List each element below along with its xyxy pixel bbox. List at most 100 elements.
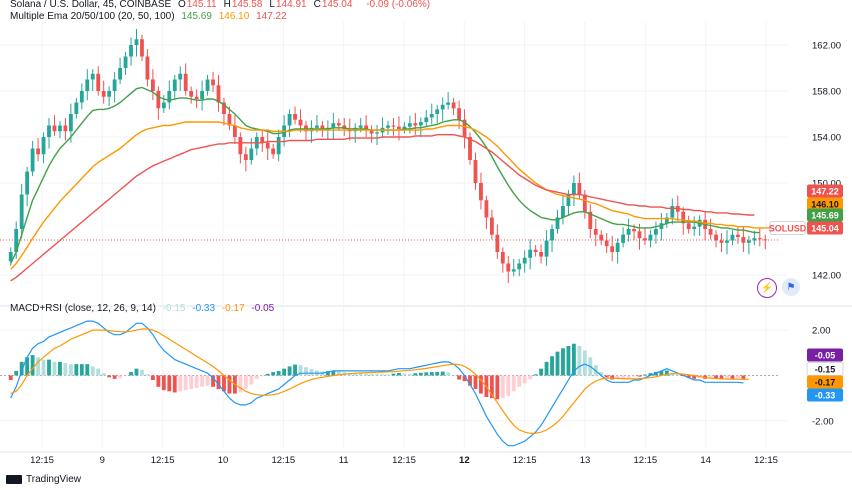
flag-icon[interactable]: ⚑ xyxy=(782,278,800,296)
candle-body xyxy=(708,229,713,235)
macd-histogram-bar xyxy=(380,374,385,376)
macd-histogram-bar xyxy=(473,375,478,390)
candle-body xyxy=(752,238,757,241)
tradingview-logo[interactable]: TradingView xyxy=(6,474,81,485)
candle-body xyxy=(134,39,139,45)
time-axis: 12:15 9 12:15 10 12:15 11 12:15 12 12:15 13 12:15 1… xyxy=(30,455,778,466)
macd-histogram-bar xyxy=(36,357,40,376)
candle-body xyxy=(413,123,418,126)
time-tick-label: 10 xyxy=(218,455,229,466)
macd-histogram-bar xyxy=(528,375,533,379)
tradingview-mark-icon xyxy=(6,475,22,484)
macd-histogram-bar xyxy=(222,375,226,392)
candle-body xyxy=(150,79,155,91)
candle-body xyxy=(391,125,396,127)
candle-body xyxy=(615,242,620,252)
candle-body xyxy=(8,252,13,262)
macd-histogram-bar xyxy=(561,348,565,376)
candle-body xyxy=(200,91,205,100)
macd-histogram-bar xyxy=(58,361,62,376)
macd-histogram-bar xyxy=(325,371,330,376)
candle-body xyxy=(52,125,57,132)
macd-histogram-bar xyxy=(238,375,243,393)
candle-body xyxy=(101,91,106,97)
value-tag-bg xyxy=(807,375,843,389)
candle-body xyxy=(178,73,183,80)
macd-line xyxy=(10,320,744,447)
macd-histogram-bar xyxy=(664,370,669,376)
ema50-value: 146.10 xyxy=(218,11,250,22)
candle-body xyxy=(172,79,177,91)
macd-histogram-bar xyxy=(298,365,303,376)
time-tick-label: 9 xyxy=(100,455,105,466)
macd-histogram-bar xyxy=(659,370,664,376)
candle-body xyxy=(654,229,658,235)
candle-body xyxy=(402,126,407,129)
candle-body xyxy=(725,240,729,243)
value-tag-bg xyxy=(807,184,843,198)
candle-body xyxy=(397,126,401,129)
candle-body xyxy=(271,148,276,155)
macd-signal-value: -0.17 xyxy=(221,303,245,314)
candle-body xyxy=(140,39,144,57)
candle-body xyxy=(156,91,161,109)
candle-body xyxy=(189,91,194,97)
macd-histogram-bar xyxy=(47,359,51,376)
macd-histogram-bar xyxy=(741,375,746,379)
macd-histogram-bar xyxy=(265,373,270,376)
candle-body xyxy=(577,183,582,195)
candle-body xyxy=(41,137,46,155)
candle-body xyxy=(741,237,746,243)
macd-histogram-bar xyxy=(675,374,680,376)
candle-body xyxy=(484,200,489,218)
candle-body xyxy=(167,91,172,103)
candle-body xyxy=(118,68,122,80)
candle-body xyxy=(47,125,51,137)
macd-histogram-bar xyxy=(293,364,297,376)
macd-histogram-bar xyxy=(511,375,516,392)
alert-icon[interactable]: ⚡ xyxy=(757,278,777,298)
candle-body xyxy=(407,123,412,127)
value-tag-bg xyxy=(807,221,843,235)
price-tick-label: 162.00 xyxy=(812,41,841,52)
time-tick-label: 12:15 xyxy=(30,455,54,466)
candle-body xyxy=(36,148,40,155)
macd-histogram-bar xyxy=(451,375,456,377)
macd-histogram-bar xyxy=(643,374,647,376)
rsi-value: -0.05 xyxy=(251,303,275,314)
time-tick-label: 12 xyxy=(459,455,470,466)
macd-axis: 2.00 -2.00 xyxy=(812,326,834,428)
macd-histogram-bar xyxy=(129,372,133,376)
macd-histogram-bar xyxy=(610,375,615,380)
macd-histogram-bar xyxy=(424,372,429,376)
ema-legend[interactable]: Multiple Ema 20/50/100 (20, 50, 100) 145… xyxy=(10,10,291,23)
candle-body xyxy=(331,123,336,128)
macd-title: MACD+RSI (close, 12, 26, 9, 14) xyxy=(10,303,156,314)
macd-histogram-bar xyxy=(577,346,582,376)
macd-histogram-bar xyxy=(14,370,19,376)
macd-histogram-bar xyxy=(506,375,511,396)
candle-body xyxy=(610,246,615,252)
macd-histogram-bar xyxy=(566,346,571,376)
value-tag-label: -0.33 xyxy=(815,391,836,401)
price-tick-label: 150.00 xyxy=(812,179,841,190)
macd-legend[interactable]: MACD+RSI (close, 12, 26, 9, 14) -0.15 -0… xyxy=(10,302,278,315)
candle-body xyxy=(495,234,500,252)
change-value: -0.09 (-0.06%) xyxy=(366,0,431,10)
macd-histogram-bar xyxy=(156,375,161,387)
macd-histogram-bar xyxy=(271,372,276,376)
candle-body xyxy=(621,234,626,243)
candle-body xyxy=(479,183,483,201)
candle-body xyxy=(604,240,609,247)
candle-body xyxy=(424,117,429,123)
macd-histogram-bar xyxy=(243,375,248,390)
candle-body xyxy=(386,125,390,128)
ohlc-h: H145.58 xyxy=(223,0,263,10)
grid xyxy=(0,22,852,453)
value-tag-label: 145.04 xyxy=(811,224,839,234)
candle-body xyxy=(129,45,133,57)
macd-histogram-bar xyxy=(725,375,729,379)
value-tag-bg xyxy=(807,388,843,402)
candle-body xyxy=(593,229,598,235)
